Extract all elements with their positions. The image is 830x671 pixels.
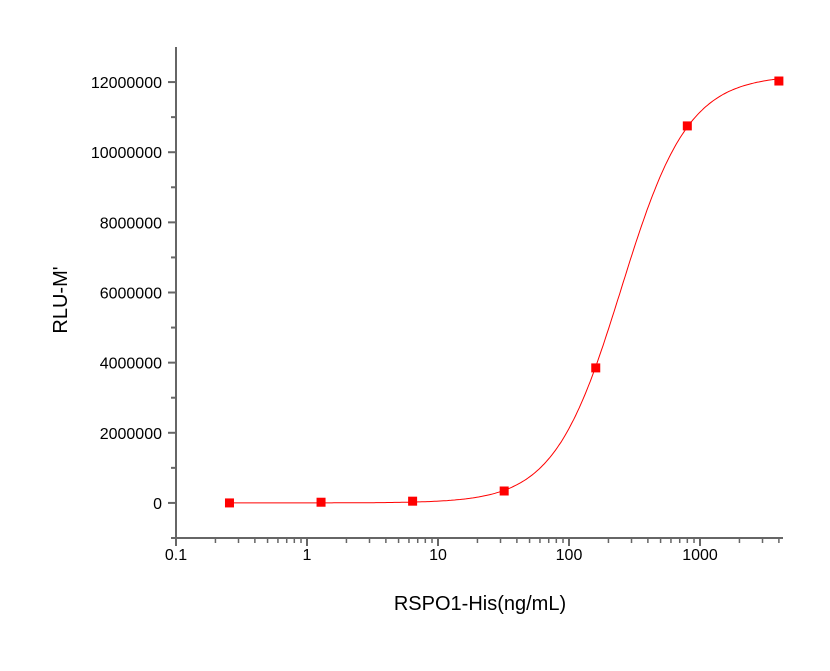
data-point (224, 498, 234, 508)
data-point (316, 497, 326, 507)
x-tick-label: 0.1 (165, 547, 187, 564)
data-point (682, 121, 692, 131)
y-tick-label: 8000000 (100, 215, 162, 232)
data-point (408, 496, 418, 506)
x-tick-label: 1 (303, 547, 312, 564)
x-tick-label: 10 (429, 547, 447, 564)
y-tick-label: 10000000 (91, 145, 162, 162)
y-tick-label: 6000000 (100, 286, 162, 303)
y-tick-label: 2000000 (100, 426, 162, 443)
axes: 0 2000000 4000000 6000000 8000000 10000000 120… (91, 47, 783, 564)
y-tick-label: 12000000 (91, 75, 162, 92)
y-tick-label: 0 (153, 496, 162, 513)
x-axis-label: RSPO1-His(ng/mL) (394, 593, 566, 615)
data-point (774, 76, 784, 86)
fit-curve (229, 78, 779, 504)
data-points (224, 76, 784, 508)
data-point (499, 486, 509, 496)
x-tick-label: 1000 (682, 547, 718, 564)
y-tick-label: 4000000 (100, 356, 162, 373)
x-tick-label: 100 (556, 547, 583, 564)
y-axis-label: RLU-M' (50, 266, 72, 333)
data-point (591, 363, 601, 373)
